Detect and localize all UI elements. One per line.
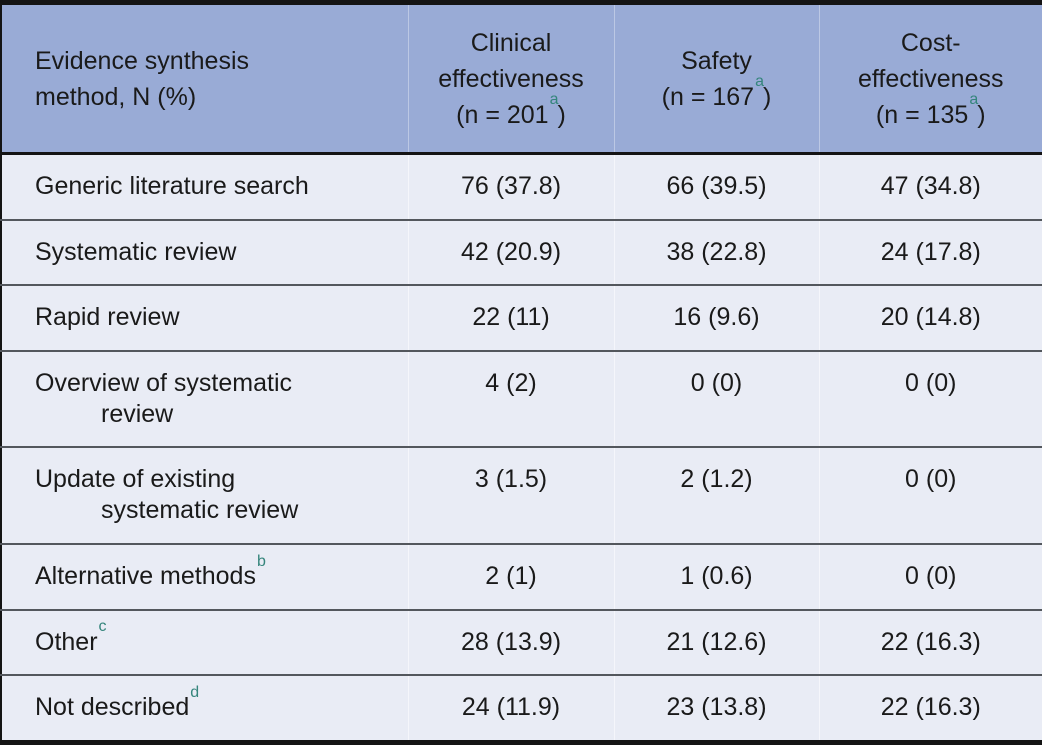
- row-label-text: Systematic review: [35, 237, 237, 266]
- row-label: Overview of systematic review: [1, 349, 408, 448]
- value-cost-effectiveness: 0 (0): [818, 446, 1042, 545]
- footnote-marker-c: c: [98, 618, 107, 636]
- row-label: Update of existing systematic review: [1, 446, 408, 545]
- table-body: Generic literature search 76 (37.8) 66 (…: [1, 152, 1042, 743]
- value-safety: 2 (1.2): [613, 446, 819, 545]
- header-evidence-synthesis-method: Evidence synthesis method, N (%): [1, 2, 408, 155]
- footnote-marker-d: d: [190, 684, 200, 702]
- value-safety: 66 (39.5): [613, 152, 819, 220]
- row-label: Generic literature search: [1, 152, 408, 220]
- column-n-count: (n = 167a): [623, 74, 811, 115]
- table-row-systematic-review: Systematic review 42 (20.9) 38 (22.8) 24…: [1, 218, 1042, 286]
- row-label-text: Other: [35, 627, 98, 656]
- row-label: Rapid review: [1, 284, 408, 351]
- table-row-generic-literature-search: Generic literature search 76 (37.8) 66 (…: [1, 152, 1042, 220]
- column-n-count: (n = 135a): [828, 92, 1035, 133]
- n-text: (n = 135: [875, 100, 969, 129]
- table-row-other: Otherc 28 (13.9) 21 (12.6) 22 (16.3): [1, 608, 1042, 676]
- header-cost-effectiveness: Cost- effectiveness (n = 135a): [818, 2, 1042, 155]
- value-cost-effectiveness: 22 (16.3): [818, 608, 1042, 676]
- footnote-marker-a: a: [755, 73, 764, 91]
- value-clinical-effectiveness: 4 (2): [407, 349, 614, 448]
- footnote-marker-a: a: [969, 91, 979, 109]
- value-clinical-effectiveness: 22 (11): [407, 284, 614, 351]
- table-row-rapid-review: Rapid review 22 (11) 16 (9.6) 20 (14.8): [1, 284, 1042, 351]
- header-safety: Safety (n = 167a): [613, 2, 819, 155]
- header-corner-label: Evidence synthesis method, N (%): [35, 46, 250, 111]
- value-clinical-effectiveness: 24 (11.9): [407, 674, 614, 743]
- footnote-marker-b: b: [256, 552, 266, 570]
- value-clinical-effectiveness: 28 (13.9): [407, 608, 614, 676]
- value-safety: 16 (9.6): [613, 284, 819, 351]
- table-row-overview-of-systematic-review: Overview of systematic review 4 (2) 0 (0…: [1, 349, 1042, 448]
- value-cost-effectiveness: 0 (0): [818, 349, 1042, 448]
- n-text: (n = 201: [456, 100, 549, 129]
- value-clinical-effectiveness: 76 (37.8): [407, 152, 614, 220]
- value-safety: 1 (0.6): [613, 543, 819, 610]
- table-row-not-described: Not describedd 24 (11.9) 23 (13.8) 22 (1…: [1, 674, 1042, 743]
- row-label-text: Update of existing systematic review: [35, 465, 299, 525]
- table-row-update-of-existing-systematic-review: Update of existing systematic review 3 (…: [1, 446, 1042, 545]
- row-label: Alternative methodsb: [1, 543, 408, 610]
- row-label-text: Rapid review: [35, 303, 180, 332]
- value-safety: 23 (13.8): [613, 674, 819, 743]
- header-row: Evidence synthesis method, N (%) Clinica…: [1, 2, 1042, 155]
- value-cost-effectiveness: 22 (16.3): [818, 674, 1042, 743]
- column-title: Cost- effectiveness: [858, 28, 1004, 93]
- row-label-text: Generic literature search: [35, 172, 309, 200]
- row-label: Otherc: [1, 608, 408, 676]
- value-safety: 0 (0): [613, 349, 819, 448]
- value-cost-effectiveness: 20 (14.8): [818, 284, 1042, 351]
- table-header: Evidence synthesis method, N (%) Clinica…: [1, 2, 1042, 155]
- row-label-text: Alternative methods: [35, 562, 256, 591]
- value-clinical-effectiveness: 2 (1): [407, 543, 614, 610]
- header-clinical-effectiveness: Clinical effectiveness (n = 201a): [407, 2, 614, 155]
- n-close: ): [557, 100, 566, 129]
- footnote-marker-a: a: [549, 91, 559, 109]
- n-text: (n = 167: [661, 82, 755, 111]
- value-safety: 38 (22.8): [613, 218, 819, 286]
- value-clinical-effectiveness: 42 (20.9): [407, 218, 614, 286]
- value-cost-effectiveness: 0 (0): [818, 543, 1042, 610]
- column-title: Clinical effectiveness: [438, 28, 584, 93]
- row-label: Not describedd: [1, 674, 408, 743]
- value-safety: 21 (12.6): [613, 608, 819, 676]
- column-title: Safety: [681, 46, 752, 75]
- n-close: ): [763, 82, 772, 111]
- column-n-count: (n = 201a): [417, 92, 606, 133]
- table-row-alternative-methods: Alternative methodsb 2 (1) 1 (0.6) 0 (0): [1, 543, 1042, 610]
- row-label: Systematic review: [1, 218, 408, 286]
- n-close: ): [977, 100, 986, 129]
- value-clinical-effectiveness: 3 (1.5): [407, 446, 614, 545]
- row-label-text: Overview of systematic review: [35, 368, 293, 428]
- value-cost-effectiveness: 24 (17.8): [818, 218, 1042, 286]
- value-cost-effectiveness: 47 (34.8): [818, 152, 1042, 220]
- row-label-text: Not described: [35, 693, 190, 722]
